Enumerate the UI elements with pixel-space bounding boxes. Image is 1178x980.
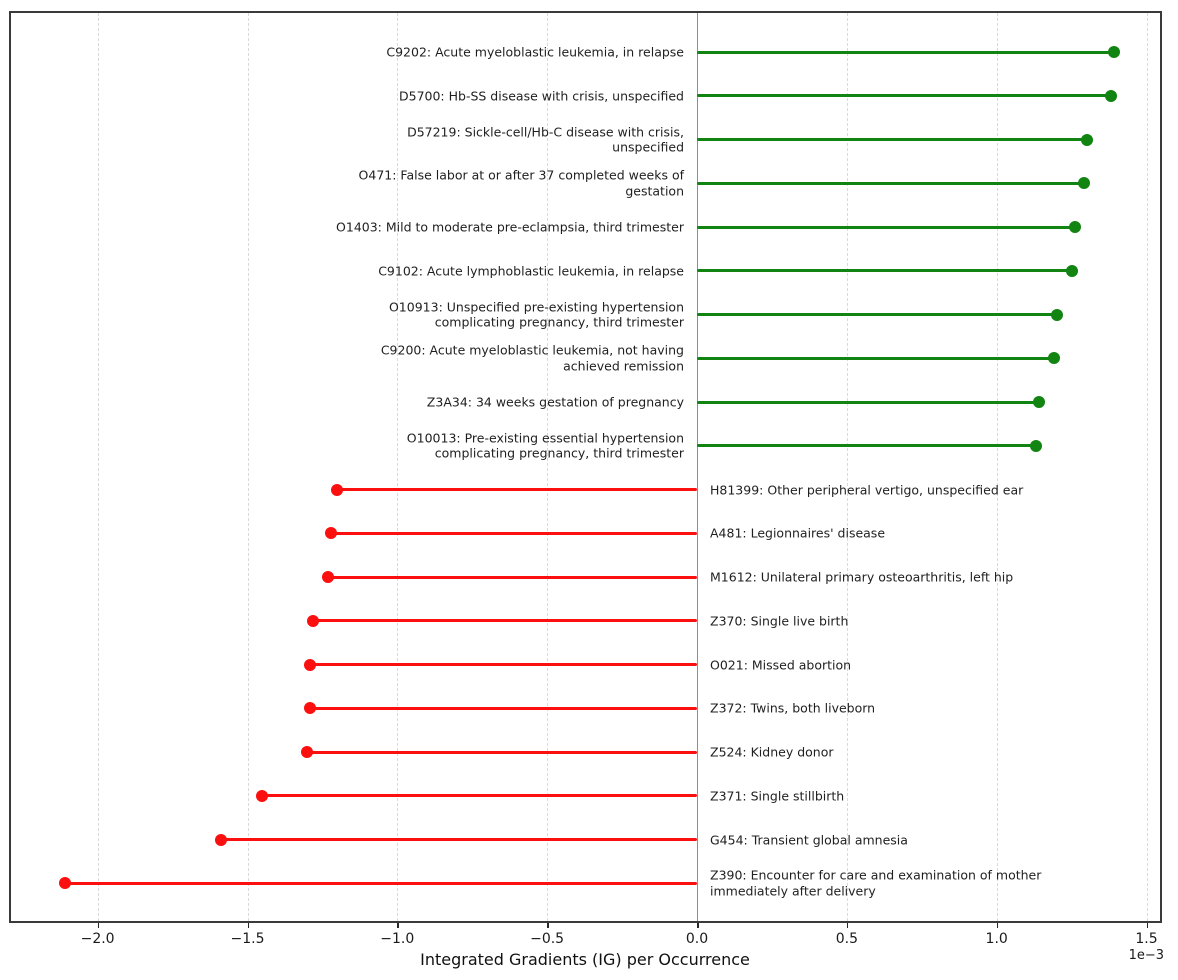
plot-area	[9, 11, 1162, 923]
stem-line	[262, 794, 697, 798]
item-label: C9202: Acute myeloblastic leukemia, in r…	[386, 44, 684, 60]
stem-line	[697, 50, 1114, 54]
x-tick-mark	[697, 923, 699, 928]
stem-line	[331, 531, 697, 535]
stem-line	[697, 181, 1084, 185]
item-label: O10913: Unspecified pre-existing hyperte…	[388, 299, 684, 330]
x-axis-title: Integrated Gradients (IG) per Occurrence	[420, 950, 750, 969]
lollipop-marker	[301, 746, 314, 758]
stem-line	[697, 313, 1057, 316]
lollipop-marker	[1107, 46, 1120, 58]
x-tick-mark	[996, 923, 999, 928]
x-tick-label: 1.5	[1135, 931, 1158, 947]
stem-line	[310, 663, 697, 666]
gridline	[97, 13, 99, 921]
stem-line	[64, 881, 697, 885]
stem-line	[697, 225, 1075, 229]
lollipop-marker	[58, 877, 71, 890]
gridline	[1146, 13, 1148, 921]
stem-line	[220, 838, 697, 841]
stem-line	[697, 94, 1111, 98]
lollipop-marker	[1032, 396, 1045, 408]
x-tick-label: −1.5	[230, 931, 265, 947]
lollipop-marker	[1068, 221, 1081, 233]
x-tick-label: 0.5	[835, 931, 859, 947]
lollipop-marker	[1050, 308, 1063, 321]
item-label: G454: Transient global amnesia	[710, 831, 908, 847]
item-label: M1612: Unilateral primary osteoarthritis…	[710, 569, 1014, 585]
x-tick-label: 0.0	[685, 931, 709, 947]
lollipop-marker	[1077, 177, 1090, 190]
stem-line	[337, 488, 697, 491]
stem-line	[697, 400, 1039, 404]
lollipop-marker	[1080, 133, 1093, 146]
item-label: Z390: Encounter for care and examination…	[710, 867, 1042, 899]
x-tick-label: 1.0	[985, 931, 1008, 947]
stem-line	[697, 138, 1087, 141]
stem-line	[307, 750, 697, 754]
item-label: C9102: Acute lymphoblastic leukemia, in …	[378, 263, 684, 279]
item-label: O471: False labor at or after 37 complet…	[358, 167, 684, 199]
item-label: Z524: Kidney donor	[710, 744, 834, 760]
item-label: D57219: Sickle-cell/Hb-C disease with cr…	[407, 124, 684, 155]
stem-line	[697, 444, 1036, 448]
stem-line	[313, 619, 697, 623]
lollipop-marker	[256, 789, 269, 802]
item-label: D5700: Hb-SS disease with crisis, unspec…	[398, 88, 684, 104]
lollipop-marker	[307, 614, 320, 627]
x-tick-mark	[247, 923, 249, 928]
stem-line	[328, 575, 697, 579]
lollipop-marker	[1047, 352, 1060, 365]
gridline	[996, 13, 998, 921]
x-tick-mark	[547, 923, 549, 928]
x-tick-mark	[397, 923, 399, 928]
lollipop-marker	[1104, 89, 1117, 102]
lollipop-marker	[1029, 439, 1042, 452]
gridline	[247, 13, 249, 921]
lollipop-marker	[1065, 264, 1078, 277]
lollipop-marker	[325, 527, 338, 540]
x-tick-label: −0.5	[530, 931, 565, 947]
stem-line	[697, 356, 1054, 360]
item-label: O021: Missed abortion	[710, 656, 852, 672]
lollipop-marker	[322, 571, 335, 583]
lollipop-marker	[304, 702, 317, 715]
gridline	[846, 13, 848, 921]
item-label: Z3A34: 34 weeks gestation of pregnancy	[426, 394, 684, 410]
zero-reference-line	[697, 13, 698, 921]
axis-offset-label: 1e−3	[1128, 948, 1164, 963]
item-label: Z371: Single stillbirth	[710, 788, 845, 804]
x-tick-label: −1.0	[380, 931, 415, 947]
x-tick-label: −2.0	[80, 931, 115, 947]
stem-line	[697, 269, 1072, 273]
lollipop-marker	[331, 483, 344, 496]
item-label: Z372: Twins, both liveborn	[710, 700, 876, 716]
item-label: C9200: Acute myeloblastic leukemia, not …	[380, 342, 684, 374]
gridline	[547, 13, 549, 921]
x-tick-mark	[846, 923, 849, 928]
x-tick-mark	[1146, 923, 1148, 928]
gridline	[397, 13, 399, 921]
x-tick-mark	[97, 923, 100, 928]
item-label: A481: Legionnaires' disease	[710, 525, 886, 541]
lollipop-marker	[214, 833, 227, 846]
item-label: H81399: Other peripheral vertigo, unspec…	[710, 481, 1024, 497]
item-label: O10013: Pre-existing essential hypertens…	[406, 430, 684, 461]
lollipop-marker	[304, 658, 317, 671]
item-label: Z370: Single live birth	[710, 613, 849, 629]
stem-line	[310, 706, 697, 710]
item-label: O1403: Mild to moderate pre-eclampsia, t…	[336, 219, 684, 235]
